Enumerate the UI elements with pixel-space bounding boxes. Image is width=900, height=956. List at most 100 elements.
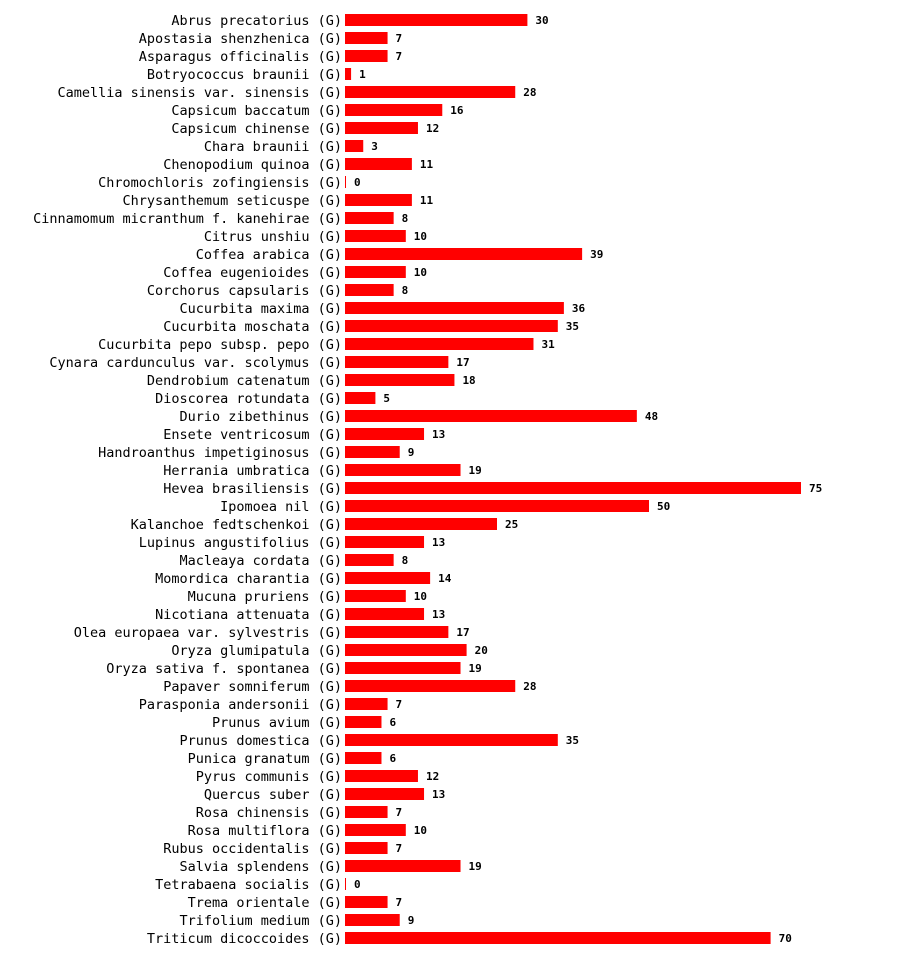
bar-row: Herrania umbratica (G) 19 xyxy=(163,463,482,479)
bar-row: Oryza sativa f. spontanea (G) 19 xyxy=(106,661,481,677)
bar-row: Cucurbita moschata (G) 35 xyxy=(163,319,579,335)
category-label: Hevea brasiliensis (G) xyxy=(163,481,342,497)
value-label: 70 xyxy=(779,932,792,945)
category-label: Oryza sativa f. spontanea (G) xyxy=(106,661,342,677)
bar xyxy=(345,338,534,350)
category-label: Prunus avium (G) xyxy=(212,715,342,731)
value-label: 36 xyxy=(572,302,586,315)
bar-row: Oryza glumipatula (G) 20 xyxy=(171,643,488,659)
bar-row: Trifolium medium (G) 9 xyxy=(179,913,414,929)
bar-row: Salvia splendens (G) 19 xyxy=(179,859,481,875)
value-label: 8 xyxy=(402,554,409,567)
bar-row: Dioscorea rotundata (G) 5 xyxy=(155,391,390,407)
bar xyxy=(345,176,346,188)
bar-row: Apostasia shenzhenica (G) 7 xyxy=(139,31,402,47)
category-label: Apostasia shenzhenica (G) xyxy=(139,31,342,47)
category-label: Chenopodium quinoa (G) xyxy=(163,157,342,173)
category-label: Abrus precatorius (G) xyxy=(171,13,342,29)
bar xyxy=(345,428,425,440)
value-label: 7 xyxy=(396,50,403,63)
bar xyxy=(345,698,388,710)
bar xyxy=(345,374,455,386)
value-label: 7 xyxy=(396,32,403,45)
category-label: Durio zibethinus (G) xyxy=(179,409,342,425)
bar-row: Mucuna pruriens (G) 10 xyxy=(188,589,427,605)
bar-row: Botryococcus braunii (G) 1 xyxy=(147,67,366,83)
category-label: Pyrus communis (G) xyxy=(196,769,342,785)
value-label: 0 xyxy=(354,878,361,891)
bar xyxy=(345,410,637,422)
bar-row: Chrysanthemum seticuspe (G) 11 xyxy=(123,193,434,209)
value-label: 50 xyxy=(657,500,670,513)
value-label: 7 xyxy=(396,698,403,711)
bar-row: Rosa chinensis (G) 7 xyxy=(196,805,402,821)
bar-row: Ensete ventricosum (G) 13 xyxy=(163,427,445,443)
bar-row: Chenopodium quinoa (G) 11 xyxy=(163,157,433,173)
bar xyxy=(345,266,406,278)
bar xyxy=(345,914,400,926)
bar xyxy=(345,770,418,782)
value-label: 13 xyxy=(432,536,445,549)
bar-row: Nicotiana attenuata (G) 13 xyxy=(155,607,445,623)
category-label: Rosa chinensis (G) xyxy=(196,805,342,821)
bar-row: Kalanchoe fedtschenkoi (G) 25 xyxy=(131,517,519,533)
value-label: 7 xyxy=(396,896,403,909)
bar xyxy=(345,194,412,206)
value-label: 75 xyxy=(809,482,822,495)
bar xyxy=(345,50,388,62)
bar-row: Cynara cardunculus var. scolymus (G) 17 xyxy=(49,355,469,371)
category-label: Trifolium medium (G) xyxy=(179,913,342,929)
bar-row: Quercus suber (G) 13 xyxy=(204,787,445,803)
bar xyxy=(345,608,425,620)
bar xyxy=(345,446,400,458)
bar xyxy=(345,248,583,260)
category-label: Quercus suber (G) xyxy=(204,787,342,803)
bar-row: Handroanthus impetiginosus (G) 9 xyxy=(98,445,414,461)
bar xyxy=(345,392,376,404)
value-label: 48 xyxy=(645,410,658,423)
value-label: 6 xyxy=(389,716,396,729)
category-label: Botryococcus braunii (G) xyxy=(147,67,342,83)
value-label: 18 xyxy=(462,374,475,387)
bar xyxy=(345,356,449,368)
bar xyxy=(345,734,558,746)
value-label: 13 xyxy=(432,608,445,621)
category-label: Parasponia andersonii (G) xyxy=(139,697,342,713)
bar-row: Citrus unshiu (G) 10 xyxy=(204,229,427,245)
bar xyxy=(345,644,467,656)
category-label: Trema orientale (G) xyxy=(188,895,342,911)
bar-row: Capsicum baccatum (G) 16 xyxy=(171,103,464,119)
bar-row: Cucurbita pepo subsp. pepo (G) 31 xyxy=(98,337,555,353)
bar xyxy=(345,824,406,836)
category-label: Cucurbita moschata (G) xyxy=(163,319,342,335)
value-label: 10 xyxy=(414,230,427,243)
value-label: 1 xyxy=(359,68,366,81)
bar xyxy=(345,284,394,296)
category-label: Kalanchoe fedtschenkoi (G) xyxy=(131,517,342,533)
category-label: Dioscorea rotundata (G) xyxy=(155,391,342,407)
category-label: Nicotiana attenuata (G) xyxy=(155,607,342,623)
category-label: Chromochloris zofingiensis (G) xyxy=(98,175,342,191)
category-label: Lupinus angustifolius (G) xyxy=(139,535,342,551)
category-label: Cucurbita maxima (G) xyxy=(179,301,342,317)
bar-row: Capsicum chinense (G) 12 xyxy=(171,121,439,137)
value-label: 7 xyxy=(396,806,403,819)
category-label: Asparagus officinalis (G) xyxy=(139,49,342,65)
bar xyxy=(345,896,388,908)
value-label: 19 xyxy=(469,662,482,675)
bar xyxy=(345,932,771,944)
bar xyxy=(345,500,649,512)
bar-row: Asparagus officinalis (G) 7 xyxy=(139,49,402,65)
bar xyxy=(345,212,394,224)
category-label: Ensete ventricosum (G) xyxy=(163,427,342,443)
value-label: 11 xyxy=(420,158,434,171)
bar xyxy=(345,464,461,476)
category-label: Mucuna pruriens (G) xyxy=(188,589,342,605)
bar xyxy=(345,158,412,170)
bar xyxy=(345,806,388,818)
bar xyxy=(345,716,382,728)
value-label: 12 xyxy=(426,122,439,135)
bar-row: Trema orientale (G) 7 xyxy=(188,895,403,911)
category-label: Chrysanthemum seticuspe (G) xyxy=(123,193,342,209)
category-label: Cinnamomum micranthum f. kanehirae (G) xyxy=(33,211,342,227)
